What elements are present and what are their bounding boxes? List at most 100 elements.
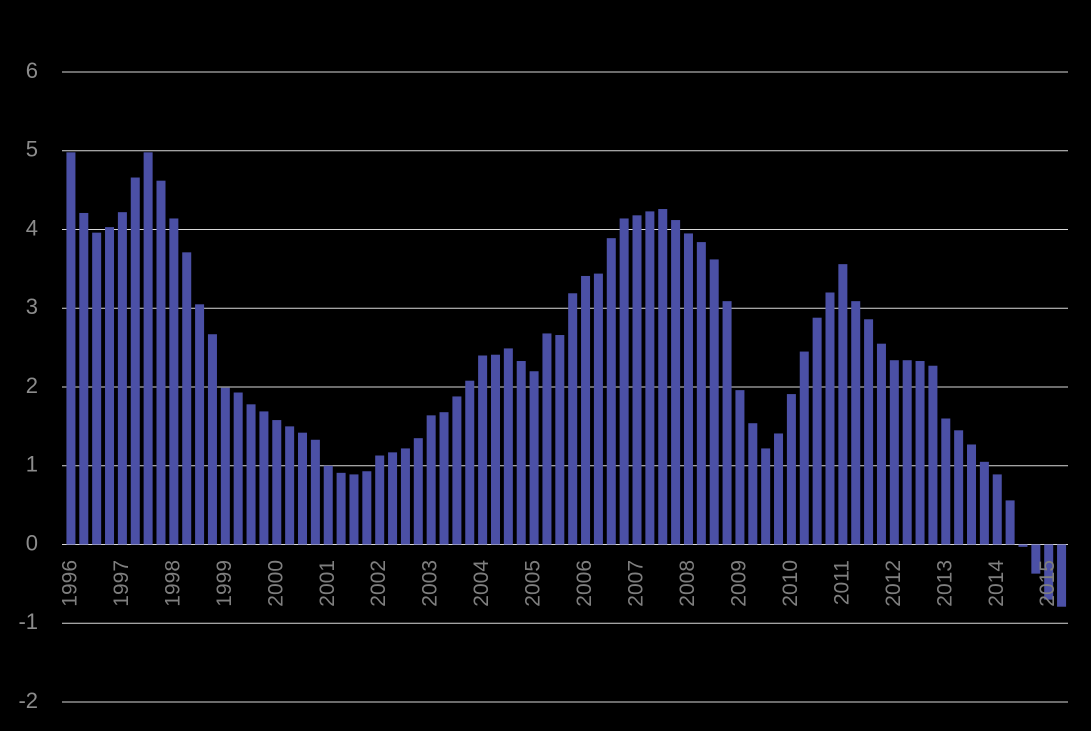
x-tick-label: 2009 xyxy=(727,560,750,607)
bar xyxy=(298,432,308,545)
y-tick-label: 0 xyxy=(26,530,38,555)
bar xyxy=(542,333,552,545)
bar xyxy=(1057,544,1067,607)
bar xyxy=(632,215,642,545)
bar xyxy=(465,380,475,545)
bar xyxy=(619,218,629,545)
x-tick-label: 1999 xyxy=(213,560,236,607)
bar xyxy=(889,360,899,545)
bar xyxy=(310,439,320,545)
bar xyxy=(825,292,835,545)
bar xyxy=(864,319,874,545)
bar xyxy=(143,152,153,545)
bar xyxy=(722,301,732,545)
bar xyxy=(169,218,179,545)
bar xyxy=(529,371,539,545)
bar xyxy=(413,438,423,545)
bar xyxy=(452,396,462,545)
x-tick-label: 2004 xyxy=(470,560,493,607)
bar xyxy=(426,415,436,545)
bar xyxy=(671,220,681,545)
bar xyxy=(555,335,565,545)
x-tick-label: 2011 xyxy=(830,560,853,605)
x-tick-label: 2005 xyxy=(522,560,545,607)
x-tick-label: 2013 xyxy=(933,560,956,607)
bar xyxy=(117,212,127,545)
bar xyxy=(362,471,372,545)
bar xyxy=(503,348,513,545)
bar xyxy=(1005,500,1015,545)
bar xyxy=(220,387,230,545)
bar xyxy=(195,304,205,545)
bar xyxy=(992,474,1002,545)
bar xyxy=(979,461,989,545)
y-tick-label: -1 xyxy=(18,609,38,634)
y-tick-label: 1 xyxy=(26,452,38,477)
bar xyxy=(696,242,706,545)
bar xyxy=(799,351,809,545)
bar xyxy=(683,233,693,545)
bar xyxy=(490,354,500,545)
bar xyxy=(915,361,925,545)
bar xyxy=(838,264,848,545)
bar xyxy=(400,448,410,545)
bar xyxy=(748,423,758,545)
bar xyxy=(66,152,76,545)
bar xyxy=(658,209,668,545)
y-tick-label: 3 xyxy=(26,294,38,319)
bar xyxy=(439,412,449,545)
x-tick-label: 2001 xyxy=(316,560,339,607)
bar xyxy=(207,334,217,545)
bar xyxy=(812,317,822,545)
bar xyxy=(349,474,359,545)
bar xyxy=(156,180,166,545)
bar xyxy=(568,293,578,545)
bar xyxy=(1031,544,1041,574)
bar xyxy=(954,430,964,545)
x-tick-label: 2014 xyxy=(985,560,1008,607)
bar xyxy=(233,392,243,545)
bar xyxy=(1018,544,1028,547)
bar xyxy=(581,275,591,545)
x-tick-label: 1996 xyxy=(58,560,81,607)
bar xyxy=(593,273,603,545)
bar xyxy=(336,472,346,545)
bar xyxy=(259,411,269,545)
bar xyxy=(1044,544,1054,600)
bar xyxy=(876,343,886,545)
bar xyxy=(516,361,526,545)
bar xyxy=(735,390,745,545)
bar xyxy=(967,444,977,545)
bar xyxy=(774,433,784,545)
bar xyxy=(182,252,192,545)
bar xyxy=(761,448,771,545)
bar xyxy=(941,418,951,545)
bar xyxy=(105,227,115,545)
x-tick-label: 2010 xyxy=(779,560,802,607)
x-tick-label: 2007 xyxy=(625,560,648,607)
bar xyxy=(323,465,333,545)
bar xyxy=(272,420,282,545)
bar xyxy=(786,394,796,545)
x-tick-label: 2012 xyxy=(882,560,905,607)
x-tick-label: 2006 xyxy=(573,560,596,607)
x-tick-label: 2008 xyxy=(676,560,699,607)
y-tick-label: -2 xyxy=(18,688,38,713)
x-tick-label: 2000 xyxy=(264,560,287,607)
x-tick-label: 1997 xyxy=(110,560,133,607)
bar xyxy=(388,452,398,545)
bar xyxy=(645,211,655,545)
bar xyxy=(709,259,719,545)
bar xyxy=(606,238,616,545)
bar xyxy=(79,212,89,545)
bar xyxy=(478,355,488,545)
bar xyxy=(92,232,102,545)
bar xyxy=(928,365,938,545)
bar xyxy=(130,177,140,545)
bar xyxy=(285,426,295,545)
x-tick-label: 2015 xyxy=(1036,560,1059,607)
bar xyxy=(375,455,385,545)
y-tick-label: 2 xyxy=(26,373,38,398)
x-tick-label: 1998 xyxy=(161,560,184,607)
